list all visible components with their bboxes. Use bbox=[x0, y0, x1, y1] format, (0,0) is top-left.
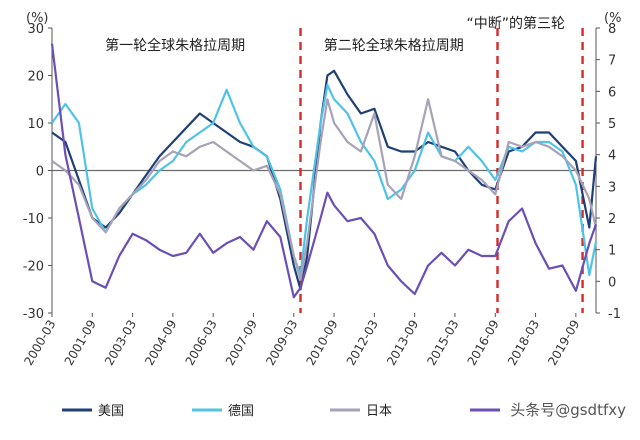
series-line-4 bbox=[50, 43, 598, 299]
right-tick-label: 5 bbox=[608, 117, 616, 132]
right-tick-label: 7 bbox=[608, 54, 616, 69]
annotation-third-cycle: “中断”的第三轮 bbox=[466, 15, 565, 32]
series-line-3 bbox=[51, 98, 598, 281]
annotation-second-cycle: 第二轮全球朱格拉周期 bbox=[324, 37, 464, 54]
series-line-2 bbox=[51, 83, 598, 277]
legend-label-2: 德国 bbox=[228, 404, 254, 419]
legend-label-3: 日本 bbox=[366, 404, 392, 419]
x-tick-label: 2004-09 bbox=[142, 318, 179, 368]
left-tick-label: 0 bbox=[36, 165, 44, 180]
left-tick-label: -10 bbox=[23, 212, 44, 227]
watermark-text: 头条号@gsdtfxy bbox=[510, 401, 626, 419]
x-tick-label: 2010-09 bbox=[303, 318, 340, 368]
right-tick-label: 6 bbox=[608, 85, 616, 100]
x-tick-label: 2001-09 bbox=[62, 318, 99, 368]
left-tick-label: -20 bbox=[23, 260, 44, 275]
x-tick-label: 2016-09 bbox=[465, 318, 502, 368]
right-tick-label: -1 bbox=[608, 307, 621, 322]
right-tick-label: 2 bbox=[608, 212, 616, 227]
x-tick-label: 2013-09 bbox=[384, 318, 421, 368]
annotation-first-cycle: 第一轮全球朱格拉周期 bbox=[105, 37, 245, 54]
right-tick-label: 8 bbox=[608, 22, 616, 37]
series-lines bbox=[50, 43, 598, 299]
annotations: 第一轮全球朱格拉周期 第二轮全球朱格拉周期“中断”的第三轮 bbox=[105, 15, 565, 54]
x-tick-label: 2009-03 bbox=[263, 318, 300, 368]
x-tick-label: 2006-03 bbox=[183, 318, 220, 368]
x-tick-label: 2018-03 bbox=[505, 318, 542, 368]
x-tick-label: 2007-09 bbox=[223, 318, 260, 368]
left-axis-unit: (%) bbox=[26, 11, 49, 26]
x-tick-label: 2015-03 bbox=[424, 318, 461, 368]
right-tick-label: 0 bbox=[608, 275, 616, 290]
right-tick-label: 4 bbox=[608, 149, 616, 164]
legend-label-1: 美国 bbox=[98, 404, 124, 419]
left-tick-label: 30 bbox=[27, 22, 44, 37]
x-tick-label: 2012-03 bbox=[344, 318, 381, 368]
left-tick-label: 10 bbox=[27, 117, 44, 132]
x-tick-label: 2003-03 bbox=[102, 318, 139, 368]
left-tick-label: -30 bbox=[23, 307, 44, 322]
right-tick-label: 3 bbox=[608, 180, 616, 195]
left-tick-label: 20 bbox=[27, 70, 44, 85]
x-tick-label: 2000-03 bbox=[21, 318, 58, 368]
legend: 美国 德国 日本 头条号@gsdtfxy bbox=[62, 401, 626, 419]
x-tick-label: 2019-09 bbox=[545, 318, 582, 368]
right-tick-label: 1 bbox=[608, 244, 616, 259]
right-axis-unit: (% bbox=[604, 11, 621, 26]
